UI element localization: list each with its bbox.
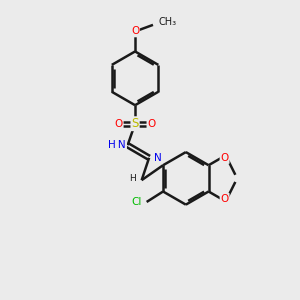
- Text: N: N: [154, 153, 162, 163]
- Text: O: O: [115, 119, 123, 129]
- Text: H N: H N: [109, 140, 126, 150]
- Text: O: O: [147, 119, 156, 129]
- Text: H: H: [130, 175, 136, 184]
- Text: O: O: [131, 26, 139, 37]
- Text: O: O: [220, 153, 229, 163]
- Text: S: S: [131, 117, 139, 130]
- Text: Cl: Cl: [132, 197, 142, 207]
- Text: CH₃: CH₃: [158, 17, 176, 28]
- Text: O: O: [220, 194, 229, 204]
